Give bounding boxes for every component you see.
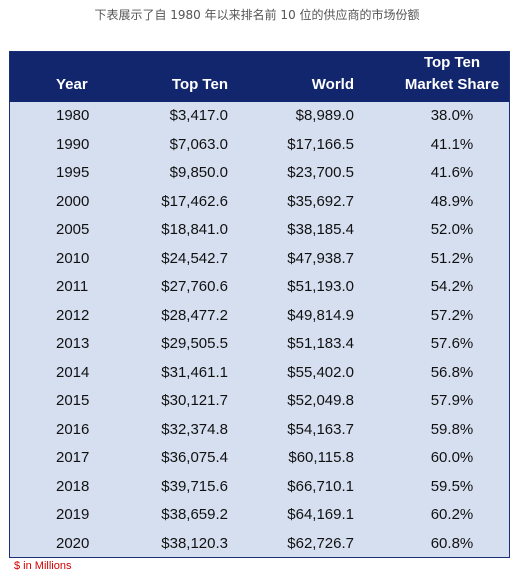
cell-year: 2020 (56, 534, 90, 552)
table-row: 2014 $31,461.1 $55,402.0 56.8% (10, 359, 509, 388)
cell-world: $51,183.4 (287, 335, 354, 352)
cell-year: 2015 (56, 392, 90, 409)
cell-top-ten: $36,075.4 (161, 449, 228, 466)
cell-year: 1995 (56, 164, 90, 181)
cell-year: 2000 (56, 192, 90, 210)
cell-world: $35,692.7 (287, 192, 354, 210)
table-body: 1980 $3,417.0 $8,989.0 38.0% 1990 $7,063.0 $17… (10, 102, 509, 558)
cell-top-ten: $29,505.5 (161, 335, 228, 352)
header-share-line1: Top Ten (423, 54, 481, 71)
cell-world: $17,166.5 (287, 135, 354, 153)
table-row: 1990 $7,063.0 $17,166.5 41.1% (10, 131, 509, 160)
cell-world: $47,938.7 (287, 249, 354, 267)
cell-top-ten: $31,461.1 (161, 363, 228, 381)
table-row: 2011 $27,760.6 $51,193.0 54.2% (10, 273, 509, 302)
cell-year: 2016 (56, 420, 90, 438)
cell-market-share: 59.8% (430, 420, 474, 438)
cell-year: 2017 (56, 449, 90, 466)
cell-world: $60,115.8 (288, 449, 354, 466)
cell-year: 2011 (56, 278, 89, 295)
cell-world: $54,163.7 (287, 420, 354, 438)
cell-market-share: 60.2% (430, 506, 474, 523)
cell-top-ten: $38,120.3 (161, 534, 228, 552)
table-row: 2016 $32,374.8 $54,163.7 59.8% (10, 416, 509, 445)
cell-year: 1990 (56, 135, 90, 153)
table-row: 2013 $29,505.5 $51,183.4 57.6% (10, 330, 509, 359)
cell-world: $49,814.9 (287, 306, 354, 324)
cell-top-ten: $30,121.7 (161, 392, 228, 409)
cell-year: 2010 (56, 249, 90, 267)
table-row: 2018 $39,715.6 $66,710.1 59.5% (10, 473, 509, 502)
cell-market-share: 48.9% (430, 192, 474, 210)
table-row: 1995 $9,850.0 $23,700.5 41.6% (10, 159, 509, 188)
cell-top-ten: $7,063.0 (169, 135, 228, 153)
cell-top-ten: $28,477.2 (161, 306, 228, 324)
cell-market-share: 38.0% (430, 107, 474, 124)
cell-top-ten: $38,659.2 (161, 506, 228, 523)
cell-year: 2014 (56, 363, 90, 381)
cell-year: 2012 (56, 306, 90, 324)
cell-year: 1980 (56, 107, 90, 124)
cell-market-share: 54.2% (430, 278, 474, 295)
units-footnote: $ in Millions (14, 560, 72, 572)
page-caption: 下表展示了自 1980 年以来排名前 10 位的供应商的市场份额 (94, 8, 420, 22)
cell-world: $52,049.8 (287, 392, 354, 409)
cell-world: $55,402.0 (287, 363, 354, 381)
header-share-line2: Market Share (404, 76, 500, 93)
header-top-ten: Top Ten (171, 76, 228, 93)
cell-year: 2005 (56, 221, 90, 238)
cell-year: 2013 (56, 335, 90, 352)
header-world: World (311, 76, 354, 93)
cell-top-ten: $9,850.0 (169, 164, 228, 181)
cell-world: $8,989.0 (295, 107, 354, 124)
cell-market-share: 59.5% (430, 477, 474, 495)
table-row: 2020 $38,120.3 $62,726.7 60.8% (10, 530, 509, 559)
table-row: 2005 $18,841.0 $38,185.4 52.0% (10, 216, 509, 245)
table-row: 2017 $36,075.4 $60,115.8 60.0% (10, 444, 509, 473)
cell-market-share: 51.2% (430, 249, 474, 267)
cell-top-ten: $39,715.6 (161, 477, 228, 495)
cell-world: $64,169.1 (287, 506, 354, 523)
table-row: 2010 $24,542.7 $47,938.7 51.2% (10, 245, 509, 274)
cell-world: $38,185.4 (287, 221, 354, 238)
cell-market-share: 41.1% (430, 135, 474, 153)
cell-market-share: 57.2% (430, 306, 474, 324)
cell-world: $66,710.1 (287, 477, 354, 495)
cell-market-share: 57.9% (430, 392, 474, 409)
cell-market-share: 57.6% (430, 335, 474, 352)
cell-year: 2019 (56, 506, 90, 523)
cell-world: $23,700.5 (287, 164, 354, 181)
market-share-table: Year Top Ten World Top Ten Market Share … (9, 51, 510, 558)
cell-market-share: 60.0% (430, 449, 474, 466)
cell-top-ten: $27,760.6 (161, 278, 228, 295)
table-row: 2012 $28,477.2 $49,814.9 57.2% (10, 302, 509, 331)
cell-world: $62,726.7 (287, 534, 354, 552)
cell-top-ten: $24,542.7 (161, 249, 228, 267)
cell-world: $51,193.0 (287, 278, 354, 295)
table-row: 1980 $3,417.0 $8,989.0 38.0% (10, 102, 509, 131)
cell-market-share: 60.8% (430, 534, 474, 552)
header-year: Year (56, 76, 88, 93)
cell-market-share: 56.8% (430, 363, 474, 381)
cell-top-ten: $3,417.0 (169, 107, 228, 124)
cell-top-ten: $32,374.8 (161, 420, 228, 438)
table-header: Year Top Ten World Top Ten Market Share (10, 52, 509, 102)
table-row: 2015 $30,121.7 $52,049.8 57.9% (10, 387, 509, 416)
table-row: 2000 $17,462.6 $35,692.7 48.9% (10, 188, 509, 217)
table-row: 2019 $38,659.2 $64,169.1 60.2% (10, 501, 509, 530)
cell-year: 2018 (56, 477, 90, 495)
cell-market-share: 41.6% (430, 164, 474, 181)
header-market-share: Top Ten Market Share (390, 52, 514, 96)
cell-top-ten: $17,462.6 (161, 192, 228, 210)
cell-market-share: 52.0% (430, 221, 474, 238)
cell-top-ten: $18,841.0 (161, 221, 228, 238)
